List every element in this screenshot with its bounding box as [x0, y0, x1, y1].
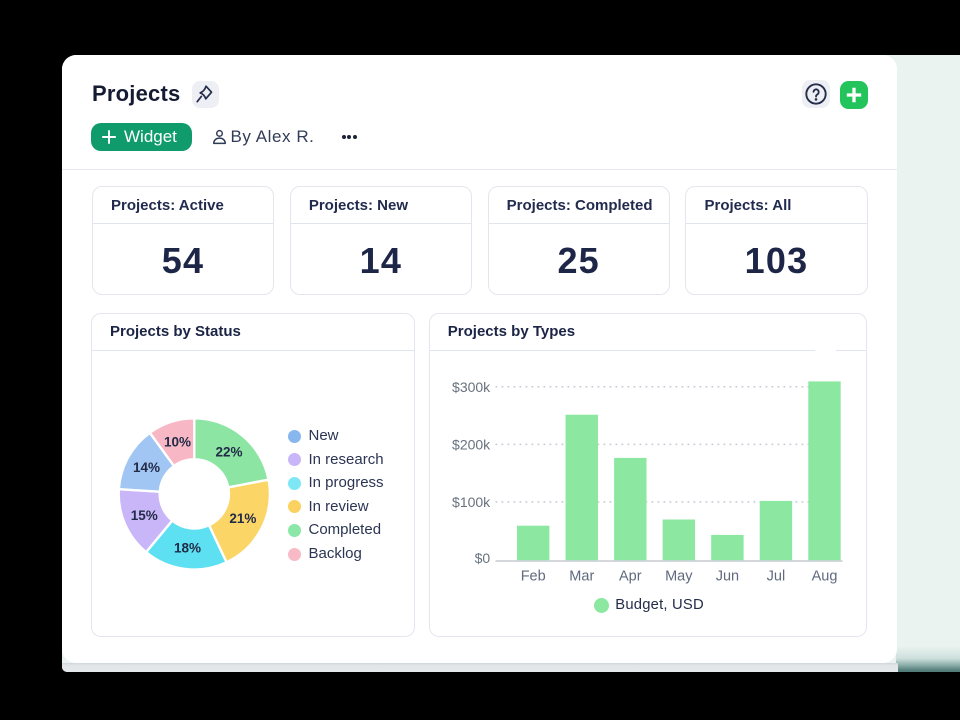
- svg-text:10%: 10%: [164, 434, 191, 449]
- svg-text:15%: 15%: [131, 508, 158, 523]
- svg-text:$100k: $100k: [452, 493, 491, 509]
- svg-text:Feb: Feb: [520, 568, 545, 584]
- svg-text:Mar: Mar: [569, 568, 594, 584]
- svg-text:14%: 14%: [133, 460, 160, 475]
- svg-text:Apr: Apr: [619, 568, 642, 584]
- svg-text:$0: $0: [474, 550, 490, 566]
- svg-text:21%: 21%: [229, 511, 256, 526]
- svg-text:22%: 22%: [215, 444, 242, 459]
- svg-text:$300k: $300k: [452, 378, 491, 394]
- svg-text:May: May: [665, 568, 693, 584]
- svg-text:$200k: $200k: [452, 436, 491, 452]
- svg-text:Jun: Jun: [716, 568, 739, 584]
- svg-text:Aug: Aug: [811, 568, 837, 584]
- svg-text:Jul: Jul: [766, 568, 785, 584]
- svg-text:18%: 18%: [174, 540, 201, 555]
